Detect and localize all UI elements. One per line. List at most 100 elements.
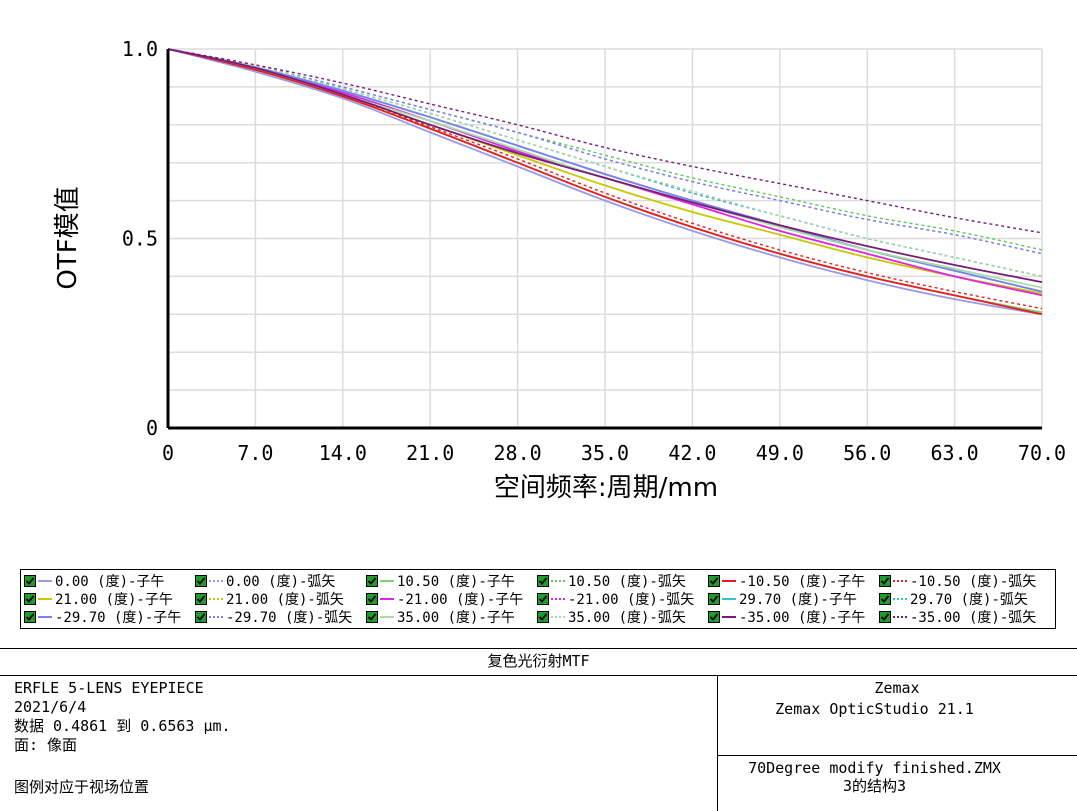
checkbox-icon[interactable] <box>366 592 378 605</box>
x-tick-label: 14.0 <box>319 441 367 465</box>
legend-swatch <box>38 579 52 582</box>
lens-name: ERFLE 5-LENS EYEPIECE <box>14 679 204 697</box>
series-line <box>167 48 1043 316</box>
legend-label: -21.00 (度)-子午 <box>397 591 524 608</box>
legend-item[interactable]: 21.00 (度)-子午 <box>24 590 173 608</box>
legend-label: -21.00 (度)-弧矢 <box>568 591 695 608</box>
checkbox-icon[interactable] <box>24 574 36 587</box>
y-tick-label: 0.5 <box>122 227 158 251</box>
x-tick-label: 21.0 <box>406 441 454 465</box>
checkbox-icon[interactable] <box>366 610 378 623</box>
legend: 0.00 (度)-子午 0.00 (度)-弧矢 10.50 (度)-子午 10.50 … <box>20 569 1056 629</box>
legend-label: 29.70 (度)-子午 <box>739 591 857 608</box>
divider <box>0 675 1077 676</box>
x-tick-label: 70.0 <box>1018 441 1066 465</box>
legend-item[interactable]: -35.00 (度)-子午 <box>708 608 866 626</box>
x-tick-label: 0 <box>162 441 174 465</box>
legend-label: 21.00 (度)-子午 <box>55 591 173 608</box>
legend-swatch <box>722 579 736 582</box>
configuration: 3的结构3 <box>842 777 907 795</box>
software-version: Zemax OpticStudio 21.1 <box>775 700 974 718</box>
date: 2021/6/4 <box>14 698 87 716</box>
legend-item[interactable]: -10.50 (度)-弧矢 <box>879 572 1037 590</box>
checkbox-icon[interactable] <box>708 574 720 587</box>
legend-item[interactable]: -35.00 (度)-弧矢 <box>879 608 1037 626</box>
checkbox-icon[interactable] <box>537 610 549 623</box>
checkbox-icon[interactable] <box>879 574 891 587</box>
checkbox-icon[interactable] <box>879 610 891 623</box>
checkbox-icon[interactable] <box>24 592 36 605</box>
plot-title: 复色光衍射MTF <box>487 652 590 670</box>
legend-item[interactable]: 10.50 (度)-子午 <box>366 572 515 590</box>
legend-swatch <box>893 579 907 582</box>
legend-swatch <box>893 597 907 600</box>
y-tick-labels: 0 0.5 1.0 <box>122 37 158 440</box>
y-tick-label: 0 <box>146 416 158 440</box>
legend-item[interactable]: 21.00 (度)-弧矢 <box>195 590 344 608</box>
legend-note: 图例对应于视场位置 <box>14 778 150 796</box>
legend-label: 35.00 (度)-弧矢 <box>568 609 686 626</box>
legend-label: -35.00 (度)-弧矢 <box>910 609 1037 626</box>
legend-swatch <box>380 597 394 600</box>
x-tick-label: 7.0 <box>237 441 273 465</box>
x-tick-label: 49.0 <box>756 441 804 465</box>
legend-item[interactable]: 35.00 (度)-弧矢 <box>537 608 686 626</box>
y-tick-label: 1.0 <box>122 37 158 61</box>
x-tick-labels: 0 7.0 14.0 21.0 28.0 35.0 42.0 49.0 56.0 63.0 70.0 <box>162 441 1066 465</box>
legend-item[interactable]: -21.00 (度)-子午 <box>366 590 524 608</box>
legend-swatch <box>38 597 52 600</box>
divider <box>0 648 1077 649</box>
legend-label: -35.00 (度)-子午 <box>739 609 866 626</box>
legend-label: -10.50 (度)-弧矢 <box>910 573 1037 590</box>
legend-item[interactable]: -21.00 (度)-弧矢 <box>537 590 695 608</box>
legend-item[interactable]: 0.00 (度)-子午 <box>24 572 164 590</box>
y-axis-title: OTF模值 <box>53 186 83 289</box>
x-tick-label: 63.0 <box>931 441 979 465</box>
legend-item[interactable]: 29.70 (度)-弧矢 <box>879 590 1028 608</box>
legend-item[interactable]: 35.00 (度)-子午 <box>366 608 515 626</box>
legend-swatch <box>551 615 565 618</box>
legend-swatch <box>209 597 223 600</box>
x-tick-label: 35.0 <box>581 441 629 465</box>
legend-swatch <box>893 615 907 618</box>
legend-swatch <box>722 597 736 600</box>
legend-swatch <box>722 615 736 618</box>
surface: 面: 像面 <box>14 736 78 754</box>
legend-label: 10.50 (度)-子午 <box>397 573 515 590</box>
checkbox-icon[interactable] <box>879 592 891 605</box>
x-tick-label: 42.0 <box>668 441 716 465</box>
series-line <box>167 48 1043 278</box>
series-line <box>167 48 1043 255</box>
legend-label: 29.70 (度)-弧矢 <box>910 591 1028 608</box>
legend-item[interactable]: 0.00 (度)-弧矢 <box>195 572 336 590</box>
legend-item[interactable]: 10.50 (度)-弧矢 <box>537 572 686 590</box>
checkbox-icon[interactable] <box>537 592 549 605</box>
legend-label: 0.00 (度)-弧矢 <box>226 573 336 590</box>
wavelength-range: 数据 0.4861 到 0.6563 µm. <box>14 717 231 735</box>
mtf-curves <box>167 48 1043 316</box>
legend-item[interactable]: -29.70 (度)-弧矢 <box>195 608 352 626</box>
checkbox-icon[interactable] <box>537 574 549 587</box>
divider <box>717 675 718 811</box>
checkbox-icon[interactable] <box>195 610 207 623</box>
file-name: 70Degree modify finished.ZMX <box>748 759 1001 777</box>
checkbox-icon[interactable] <box>24 610 36 623</box>
company: Zemax <box>874 679 920 697</box>
legend-swatch <box>209 615 223 618</box>
legend-item[interactable]: -10.50 (度)-子午 <box>708 572 865 590</box>
legend-label: 10.50 (度)-弧矢 <box>568 573 686 590</box>
grid <box>168 48 1043 428</box>
checkbox-icon[interactable] <box>366 574 378 587</box>
legend-swatch <box>551 597 565 600</box>
checkbox-icon[interactable] <box>708 610 720 623</box>
legend-item[interactable]: 29.70 (度)-子午 <box>708 590 857 608</box>
x-tick-label: 56.0 <box>843 441 891 465</box>
legend-item[interactable]: -29.70 (度)-子午 <box>24 608 182 626</box>
legend-swatch <box>551 579 565 582</box>
legend-swatch <box>380 579 394 582</box>
legend-swatch <box>209 579 223 582</box>
checkbox-icon[interactable] <box>195 574 207 587</box>
checkbox-icon[interactable] <box>708 592 720 605</box>
checkbox-icon[interactable] <box>195 592 207 605</box>
legend-label: -29.70 (度)-子午 <box>55 609 182 626</box>
